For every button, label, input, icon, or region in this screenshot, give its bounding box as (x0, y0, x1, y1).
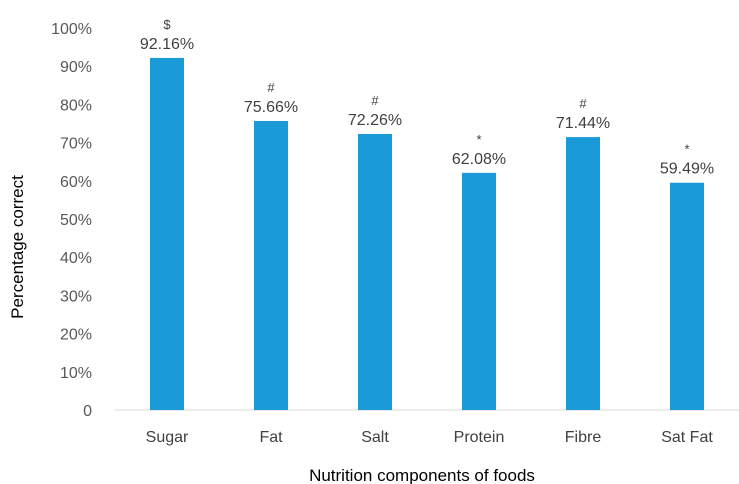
x-axis-title: Nutrition components of foods (309, 466, 535, 484)
category-label: Protein (454, 429, 505, 446)
y-tick-label: 60% (60, 174, 92, 191)
data-label: 92.16% (140, 36, 194, 53)
y-tick-label: 70% (60, 136, 92, 153)
category-label: Salt (361, 429, 389, 446)
significance-marker: # (371, 93, 379, 108)
y-tick-label: 80% (60, 97, 92, 114)
category-label: Fibre (565, 429, 602, 446)
y-tick-label: 10% (60, 365, 92, 382)
data-label: 72.26% (348, 112, 402, 129)
category-labels: Sugar Fat Salt Protein Fibre Sat Fat (146, 429, 714, 446)
y-axis-title: Percentage correct (8, 175, 27, 319)
data-label: 59.49% (660, 161, 714, 178)
significance-marker: * (684, 142, 689, 157)
significance-marker: # (579, 96, 587, 111)
y-tick-label: 0 (83, 403, 92, 420)
y-tick-label: 90% (60, 59, 92, 76)
y-tick-labels: 0 10% 20% 30% 40% 50% 60% 70% 80% 90% 100% (51, 21, 92, 420)
bar-sat-fat (670, 182, 704, 410)
category-label: Sat Fat (661, 429, 713, 446)
bar-fibre (566, 137, 600, 411)
y-tick-label: 20% (60, 327, 92, 344)
data-labels: 92.16% $75.66% #72.26% #62.08% * 71.44% #59.49… (140, 17, 714, 178)
y-tick-label: 30% (60, 288, 92, 305)
significance-marker: # (267, 80, 275, 95)
data-label: 75.66% (244, 99, 298, 116)
bar-salt (358, 133, 392, 410)
bar-protein (462, 172, 496, 410)
bar-fat (254, 120, 288, 411)
y-tick-label: 100% (51, 21, 92, 38)
data-label: 62.08% (452, 151, 506, 168)
bars (150, 57, 704, 411)
y-tick-label: 50% (60, 212, 92, 229)
significance-marker: $ (163, 17, 171, 32)
data-label: 71.44% (556, 115, 610, 132)
significance-marker: * (476, 132, 481, 147)
category-label: Sugar (146, 429, 189, 446)
category-label: Fat (259, 429, 283, 446)
y-tick-label: 40% (60, 250, 92, 267)
bar-sugar (150, 57, 184, 411)
